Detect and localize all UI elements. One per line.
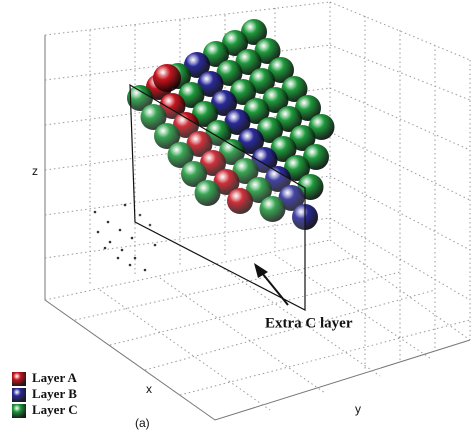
dot bbox=[107, 221, 110, 224]
sphere bbox=[153, 64, 181, 92]
dot bbox=[124, 204, 127, 207]
legend-label: Layer B bbox=[32, 386, 77, 401]
legend-swatch bbox=[12, 404, 26, 418]
legend-swatch bbox=[12, 388, 26, 402]
dot bbox=[97, 231, 100, 234]
dot bbox=[104, 247, 107, 250]
x-axis-label: x bbox=[146, 382, 152, 396]
dot bbox=[94, 211, 97, 214]
dot bbox=[134, 257, 137, 260]
dot bbox=[109, 241, 112, 244]
dot bbox=[117, 257, 120, 260]
dot bbox=[154, 244, 157, 247]
dot bbox=[144, 269, 147, 272]
z-axis-label: z bbox=[32, 164, 38, 178]
annotation: Extra C layer bbox=[265, 315, 353, 331]
figure: Extra C layer z x y Layer ALayer BLayer … bbox=[0, 0, 474, 435]
dot bbox=[129, 264, 132, 267]
dot bbox=[131, 237, 134, 240]
legend-label: Layer C bbox=[32, 402, 78, 417]
dot bbox=[119, 229, 122, 232]
y-axis-label: y bbox=[355, 402, 361, 416]
legend-swatch bbox=[12, 372, 26, 386]
dot bbox=[121, 249, 124, 252]
legend-label: Layer A bbox=[32, 370, 78, 385]
caption: (a) bbox=[135, 416, 150, 430]
